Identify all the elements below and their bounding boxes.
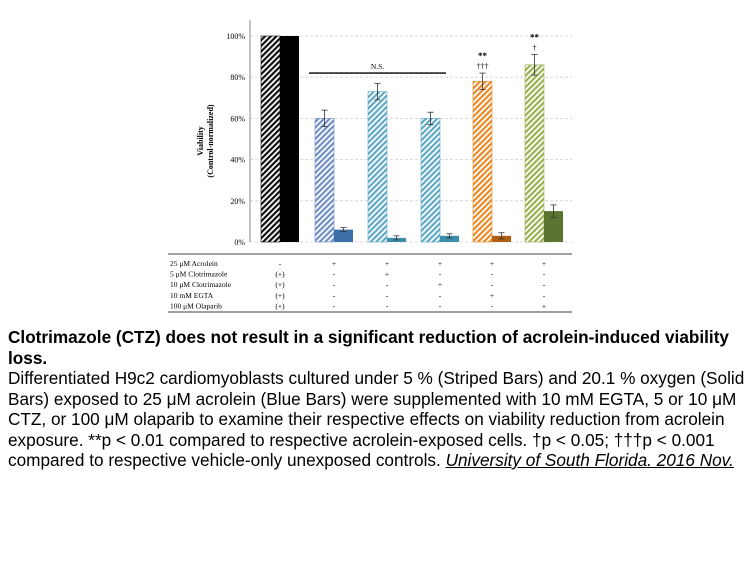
y-axis-label-line1: Viability: [196, 126, 205, 155]
dagger-marker: †††: [477, 62, 489, 71]
caption-body: Differentiated H9c2 cardiomyoblasts cult…: [8, 368, 750, 471]
caption-text: Differentiated H9c2 cardiomyoblasts cult…: [8, 368, 745, 470]
condition-label: 100 μM Olaparib: [170, 301, 222, 310]
bar-striped: [472, 81, 493, 243]
condition-mark: -: [543, 270, 546, 279]
condition-mark: +: [542, 301, 546, 310]
condition-mark: +: [385, 259, 389, 268]
y-tick-label: 40%: [230, 156, 245, 165]
y-tick-label: 20%: [230, 197, 245, 206]
gridlines: [250, 35, 572, 243]
condition-mark: (+): [275, 291, 285, 300]
condition-mark: -: [386, 291, 389, 300]
bar-striped: [314, 118, 335, 243]
y-tick-label: 0%: [234, 238, 245, 247]
condition-mark: -: [543, 280, 546, 289]
ns-label: N.S.: [371, 62, 384, 71]
condition-mark: +: [542, 259, 546, 268]
annotations: †††**†**N.S.: [309, 33, 540, 74]
condition-mark: -: [386, 301, 389, 310]
bar-solid: [280, 36, 299, 242]
condition-mark: -: [491, 301, 494, 310]
condition-mark: -: [439, 270, 442, 279]
condition-mark: -: [333, 301, 336, 310]
bar-solid: [440, 235, 459, 242]
condition-label: 10 μM Clotrimazole: [170, 280, 232, 289]
condition-mark: +: [332, 259, 336, 268]
condition-mark: -: [333, 270, 336, 279]
y-axis-label-line2: (Control-normalized): [206, 104, 215, 178]
y-tick-labels: 0% 20% 40% 60% 80% 100%: [226, 32, 245, 247]
condition-mark: -: [543, 291, 546, 300]
condition-mark: -: [333, 291, 336, 300]
y-tick-label: 60%: [230, 114, 245, 123]
condition-mark: -: [386, 280, 389, 289]
condition-label: 5 μM Clotrimazole: [170, 270, 228, 279]
bar-solid: [544, 211, 563, 242]
condition-mark: (+): [275, 280, 285, 289]
condition-mark: +: [490, 291, 494, 300]
caption-title: Clotrimazole (CTZ) does not result in a …: [8, 327, 729, 368]
condition-table: 25 μM Acrolein - + + + + +5 μM Clotrimazole (+)…: [168, 253, 572, 313]
significance-stars: **: [478, 51, 488, 61]
caption-source-link[interactable]: University of South Florida. 2016 Nov.: [445, 450, 734, 470]
dagger-marker: †: [533, 44, 537, 53]
condition-mark: +: [438, 280, 442, 289]
y-tick-label: 100%: [226, 32, 245, 41]
condition-mark: (+): [275, 301, 285, 310]
condition-mark: -: [439, 291, 442, 300]
bars: [260, 35, 563, 243]
condition-mark: -: [491, 270, 494, 279]
condition-mark: -: [333, 280, 336, 289]
chart: Viability (Control-normalized) 0% 20% 40% 6…: [168, 20, 572, 313]
bar-striped: [524, 64, 545, 243]
condition-mark: +: [385, 270, 389, 279]
y-axis: Viability (Control-normalized): [196, 20, 251, 242]
y-tick-label: 80%: [230, 73, 245, 82]
bar-solid: [334, 229, 353, 242]
condition-mark: +: [490, 259, 494, 268]
condition-mark: +: [438, 259, 442, 268]
condition-label: 10 mM EGTA: [170, 291, 214, 300]
condition-mark: -: [439, 301, 442, 310]
condition-label: 25 μM Acrolein: [170, 259, 218, 268]
condition-mark: (+): [275, 270, 285, 279]
significance-stars: **: [530, 33, 540, 43]
condition-mark: -: [279, 259, 282, 268]
condition-mark: -: [491, 280, 494, 289]
bar-striped: [260, 35, 281, 243]
figure-caption: Clotrimazole (CTZ) does not result in a …: [8, 327, 750, 471]
bar-striped: [420, 118, 441, 243]
bar-striped: [367, 91, 388, 243]
